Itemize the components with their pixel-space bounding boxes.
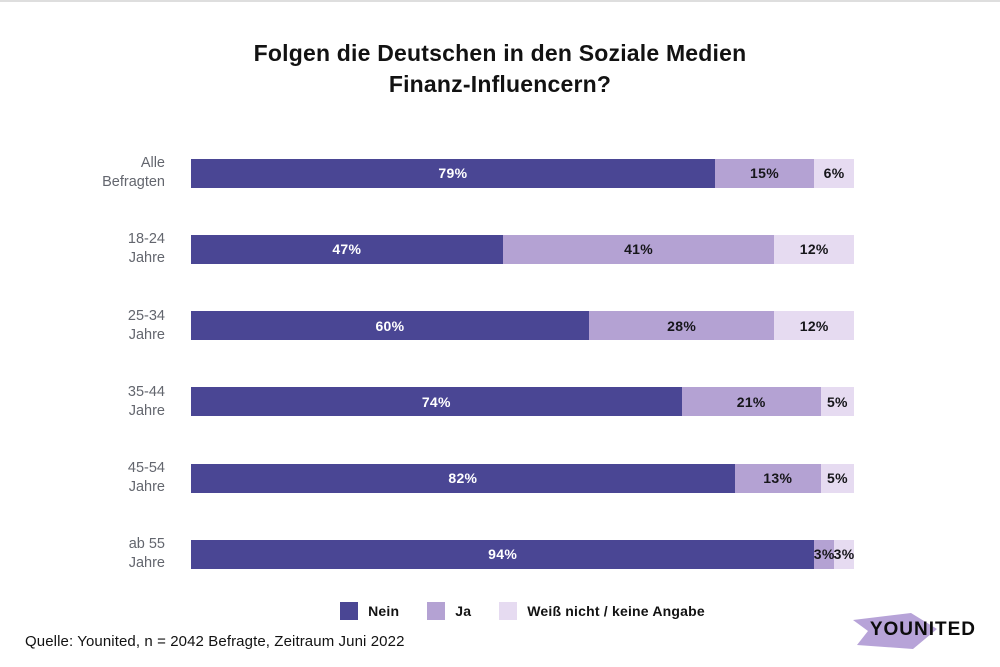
bar-segment-weiss-nicht: 3% xyxy=(833,539,855,569)
bar-segment-ja: 3% xyxy=(813,539,835,569)
legend-swatch xyxy=(340,601,359,620)
bar-value-label: 60% xyxy=(375,317,405,334)
bar-value-label: 74% xyxy=(421,393,451,410)
legend-swatch xyxy=(427,601,446,620)
legend-label: Weiß nicht / keine Angabe xyxy=(527,602,705,619)
chart-row: Alle Befragten 79% 15% 6% xyxy=(0,154,1000,192)
chart-row: 25-34 Jahre 60% 28% 12% xyxy=(0,307,1000,345)
logo-text: YOUNITED xyxy=(869,619,976,640)
bar-segment-weiss-nicht: 5% xyxy=(820,387,854,417)
bar-segment-weiss-nicht: 12% xyxy=(774,234,854,264)
bar-segment-weiss-nicht: 12% xyxy=(774,311,854,341)
bar-value-label: 12% xyxy=(799,241,829,258)
bar-track: 60% 28% 12% xyxy=(191,311,854,341)
bar-segment-nein: 60% xyxy=(191,311,589,341)
bar-value-label: 15% xyxy=(750,165,779,182)
category-label: 18-24 Jahre xyxy=(127,231,165,267)
chart-row: 35-44 Jahre 74% 21% 5% xyxy=(0,383,1000,421)
chart-title: Folgen die Deutschen in den Soziale Medi… xyxy=(0,38,1000,100)
category-label: Alle Befragten xyxy=(102,155,165,191)
category-label: 35-44 Jahre xyxy=(127,383,165,419)
bar-segment-ja: 15% xyxy=(714,158,815,188)
logo-flag-shape xyxy=(852,613,937,649)
chart-row: 18-24 Jahre 47% 41% 12% xyxy=(0,230,1000,268)
younited-logo: YOUNITED xyxy=(852,611,976,649)
category-label: 25-34 Jahre xyxy=(127,307,165,343)
bar-track: 47% 41% 12% xyxy=(191,234,854,264)
chart-title-line: Folgen die Deutschen in den Soziale Medi… xyxy=(253,40,747,66)
legend-item-nein: Nein xyxy=(340,601,400,620)
category-label: ab 55 Jahre xyxy=(128,536,165,572)
bar-value-label: 12% xyxy=(799,317,829,334)
source-note: Quelle: Younited, n = 2042 Befragte, Zei… xyxy=(25,633,405,650)
bar-segment-weiss-nicht: 6% xyxy=(814,158,854,188)
bar-value-label: 3% xyxy=(813,546,835,563)
legend-label: Ja xyxy=(455,602,472,619)
legend-swatch xyxy=(499,601,518,620)
bar-value-label: 94% xyxy=(488,546,518,563)
bar-segment-nein: 79% xyxy=(191,158,715,188)
bar-segment-ja: 41% xyxy=(502,234,775,264)
chart-title-line: Finanz-Influencern? xyxy=(388,71,612,98)
bar-track: 79% 15% 6% xyxy=(191,158,854,188)
logo-flag-icon xyxy=(852,613,937,649)
chart-legend: Nein Ja Weiß nicht / keine Angabe xyxy=(191,601,854,620)
bar-segment-nein: 82% xyxy=(191,463,735,493)
legend-item-ja: Ja xyxy=(427,601,472,620)
bar-segment-nein: 47% xyxy=(191,234,503,264)
bar-value-label: 28% xyxy=(667,317,697,334)
chart-row: 45-54 Jahre 82% 13% 5% xyxy=(0,459,1000,497)
bar-track: 94% 3% 3% xyxy=(191,539,855,569)
legend-label: Nein xyxy=(368,602,400,619)
category-label: 45-54 Jahre xyxy=(127,460,165,496)
bar-value-label: 82% xyxy=(448,470,478,487)
stacked-bar-chart: Alle Befragten 79% 15% 6% 18-24 Jahre 47% 41% 1… xyxy=(0,154,1000,620)
bar-track: 82% 13% 5% xyxy=(191,463,854,493)
bar-segment-ja: 21% xyxy=(681,387,821,417)
bar-segment-ja: 13% xyxy=(734,463,821,493)
bar-segment-nein: 94% xyxy=(191,539,815,569)
bar-value-label: 41% xyxy=(624,241,653,258)
bar-value-label: 6% xyxy=(823,165,845,182)
bar-value-label: 5% xyxy=(826,393,848,410)
bar-segment-nein: 74% xyxy=(191,387,682,417)
chart-row: ab 55 Jahre 94% 3% 3% xyxy=(0,535,1000,573)
bar-value-label: 47% xyxy=(332,241,362,258)
bar-value-label: 79% xyxy=(438,165,468,182)
bar-segment-weiss-nicht: 5% xyxy=(820,463,854,493)
bar-value-label: 21% xyxy=(736,393,766,410)
chart-rows: Alle Befragten 79% 15% 6% 18-24 Jahre 47% 41% 1… xyxy=(0,154,1000,574)
legend-item-weiss-nicht: Weiß nicht / keine Angabe xyxy=(499,601,705,620)
bar-value-label: 3% xyxy=(833,546,855,563)
bar-track: 74% 21% 5% xyxy=(191,387,854,417)
bar-value-label: 13% xyxy=(763,470,793,487)
bar-value-label: 5% xyxy=(826,470,848,487)
bar-segment-ja: 28% xyxy=(588,311,775,341)
